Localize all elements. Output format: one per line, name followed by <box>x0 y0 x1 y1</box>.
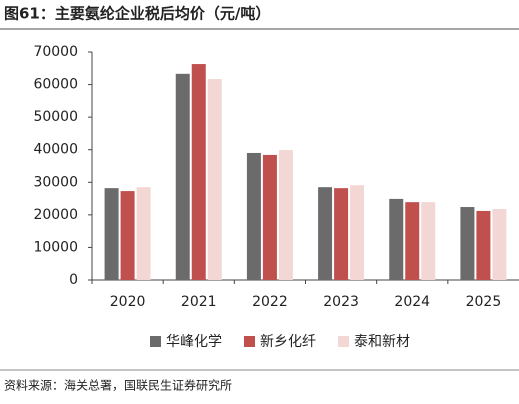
x-tick-label: 2023 <box>323 294 359 310</box>
x-tick-label: 2024 <box>394 294 430 310</box>
y-tick-label: 20000 <box>33 207 78 223</box>
bar <box>175 73 190 280</box>
y-tick-label: 30000 <box>33 174 78 190</box>
bar <box>262 154 277 280</box>
bar <box>350 185 365 280</box>
bar <box>120 191 135 280</box>
bar <box>405 202 420 280</box>
legend-swatch <box>244 336 255 347</box>
x-tick-label: 2025 <box>466 294 502 310</box>
bar <box>492 208 507 280</box>
y-tick-label: 50000 <box>33 109 78 125</box>
bar <box>476 210 491 280</box>
bar <box>246 152 261 280</box>
bar <box>460 207 475 280</box>
source-note: 资料来源：海关总署，国联民生证券研究所 <box>4 378 232 393</box>
x-tick-label: 2021 <box>181 294 217 310</box>
legend-label: 新乡化纤 <box>260 334 316 350</box>
bar <box>191 64 206 281</box>
chart-title: 图61：主要氨纶企业税后均价（元/吨） <box>4 5 270 23</box>
y-tick-label: 10000 <box>33 239 78 255</box>
bar <box>334 188 349 280</box>
bar <box>318 187 333 280</box>
bar <box>278 150 293 280</box>
bar <box>421 202 436 280</box>
legend-label: 泰和新材 <box>354 334 410 350</box>
y-tick-label: 0 <box>69 272 78 288</box>
legend-swatch <box>338 336 349 347</box>
y-tick-label: 70000 <box>33 44 78 60</box>
y-tick-label: 40000 <box>33 142 78 158</box>
bar <box>389 198 404 280</box>
bar <box>207 79 222 280</box>
bar <box>104 188 119 280</box>
y-tick-label: 60000 <box>33 77 78 93</box>
legend-swatch <box>150 336 161 347</box>
x-tick-label: 2022 <box>252 294 288 310</box>
bar <box>136 187 151 280</box>
x-tick-label: 2020 <box>110 294 146 310</box>
legend-label: 华峰化学 <box>166 334 222 350</box>
